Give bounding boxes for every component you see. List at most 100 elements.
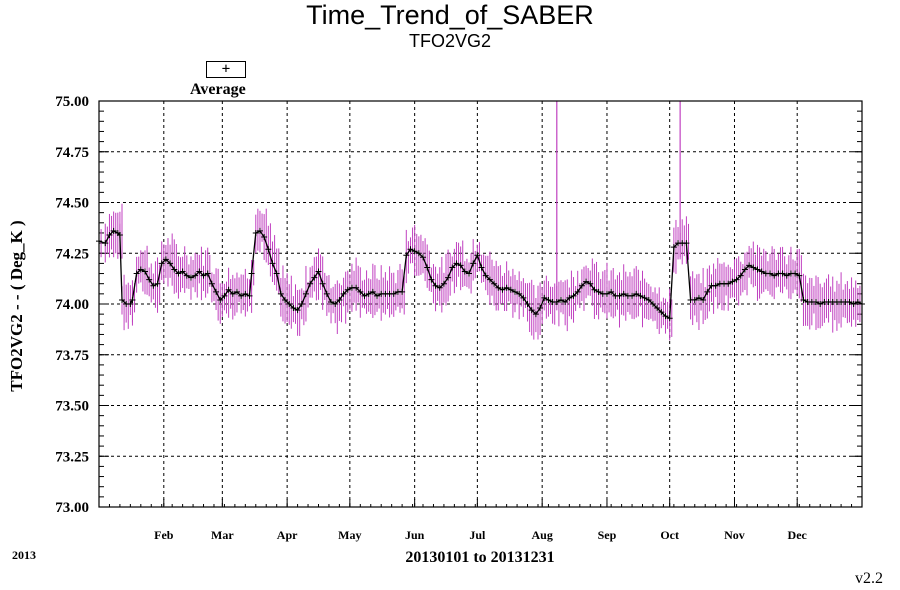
data-point-marker — [662, 313, 669, 320]
data-point-marker — [137, 266, 144, 273]
data-point-marker — [670, 244, 677, 251]
y-tick-label: 74.00 — [55, 297, 89, 313]
data-point-marker — [158, 260, 165, 267]
data-point-marker — [217, 296, 224, 303]
data-point-marker — [171, 266, 178, 273]
data-point-marker — [553, 298, 560, 305]
data-point-marker — [562, 298, 569, 305]
data-point-marker — [767, 270, 774, 277]
data-point-marker — [503, 284, 510, 291]
x-tick-label: Feb — [154, 528, 174, 542]
chart-title: Time_Trend_of_SABER — [306, 0, 594, 30]
legend-symbol: + — [206, 61, 246, 78]
data-point-marker — [771, 272, 778, 279]
data-point-marker — [118, 296, 125, 303]
data-point-marker — [750, 264, 757, 271]
x-tick-label: Nov — [724, 528, 745, 542]
data-point-marker — [344, 286, 351, 293]
x-axis-label: 20130101 to 20131231 — [405, 549, 555, 566]
data-point-marker — [532, 311, 539, 318]
data-point-marker — [110, 227, 117, 234]
data-point-marker — [315, 268, 322, 275]
x-tick-label: Oct — [660, 528, 679, 542]
data-point-marker — [637, 292, 644, 299]
data-point-marker — [146, 276, 153, 283]
data-point-marker — [649, 301, 656, 307]
data-point-marker — [813, 298, 820, 305]
data-point-marker — [737, 272, 744, 279]
data-point-marker — [162, 256, 169, 263]
data-point-marker — [783, 272, 790, 279]
data-point-marker — [482, 272, 489, 279]
data-point-marker — [424, 264, 431, 271]
data-point-marker — [449, 264, 456, 271]
data-point-marker — [800, 296, 807, 303]
data-point-marker — [537, 305, 544, 312]
data-point-marker — [733, 276, 740, 283]
data-point-marker — [466, 270, 473, 277]
data-point-marker — [328, 298, 335, 305]
data-point-marker — [779, 270, 786, 277]
data-point-marker — [645, 296, 652, 303]
data-point-marker — [470, 260, 477, 267]
data-point-marker — [457, 262, 464, 269]
data-point-marker — [700, 296, 707, 303]
data-point-marker — [616, 292, 623, 299]
data-point-marker — [603, 290, 610, 297]
y-tick-label: 73.00 — [55, 500, 89, 516]
data-point-marker — [411, 248, 418, 255]
data-point-marker — [641, 294, 648, 301]
data-point-marker — [127, 301, 134, 307]
data-point-marker — [528, 307, 535, 314]
data-point-marker — [167, 260, 174, 267]
data-point-marker — [432, 282, 439, 289]
data-point-marker — [369, 288, 376, 295]
data-point-marker — [817, 301, 824, 307]
data-point-marker — [729, 278, 736, 285]
data-point-marker — [541, 294, 548, 301]
x-tick-label: Aug — [531, 528, 552, 542]
data-point-marker — [746, 262, 753, 269]
data-point-marker — [591, 286, 598, 293]
data-point-marker — [658, 309, 665, 316]
data-point-marker — [516, 290, 523, 297]
data-point-marker — [187, 274, 194, 281]
data-point-marker — [566, 294, 573, 301]
data-point-marker — [583, 278, 590, 285]
data-point-marker — [704, 288, 711, 295]
plot-border — [98, 100, 863, 508]
data-point-marker — [340, 290, 347, 297]
data-point-marker — [311, 274, 318, 281]
x-tick-label: Jul — [469, 528, 486, 542]
data-point-marker — [478, 264, 485, 271]
data-point-marker — [436, 284, 443, 291]
data-point-marker — [854, 298, 861, 305]
data-point-marker — [445, 274, 452, 281]
data-point-marker — [683, 240, 690, 247]
data-point-marker — [336, 296, 343, 303]
data-point-marker — [175, 270, 182, 277]
data-point-marker — [796, 272, 803, 279]
data-point-marker — [277, 290, 284, 297]
data-point-marker — [574, 288, 581, 295]
data-point-marker — [256, 227, 263, 234]
data-point-marker — [545, 296, 552, 303]
data-point-marker — [390, 290, 397, 297]
x-tick-label: May — [338, 528, 361, 542]
x-tick-label: Sep — [598, 528, 617, 542]
data-point-marker — [252, 229, 259, 236]
data-point-marker — [725, 280, 732, 287]
y-tick-label: 74.25 — [55, 246, 89, 262]
x-tick-label: Jun — [405, 528, 425, 542]
data-point-marker — [499, 286, 506, 293]
data-point-marker — [221, 292, 228, 299]
data-point-marker — [150, 282, 157, 289]
y-tick-label: 73.25 — [55, 449, 89, 465]
data-point-marker — [712, 282, 719, 289]
y-tick-label: 74.75 — [55, 145, 89, 161]
data-point-marker — [179, 268, 186, 275]
data-point-marker — [587, 280, 594, 287]
data-point-marker — [106, 231, 113, 238]
data-point-marker — [608, 288, 615, 295]
